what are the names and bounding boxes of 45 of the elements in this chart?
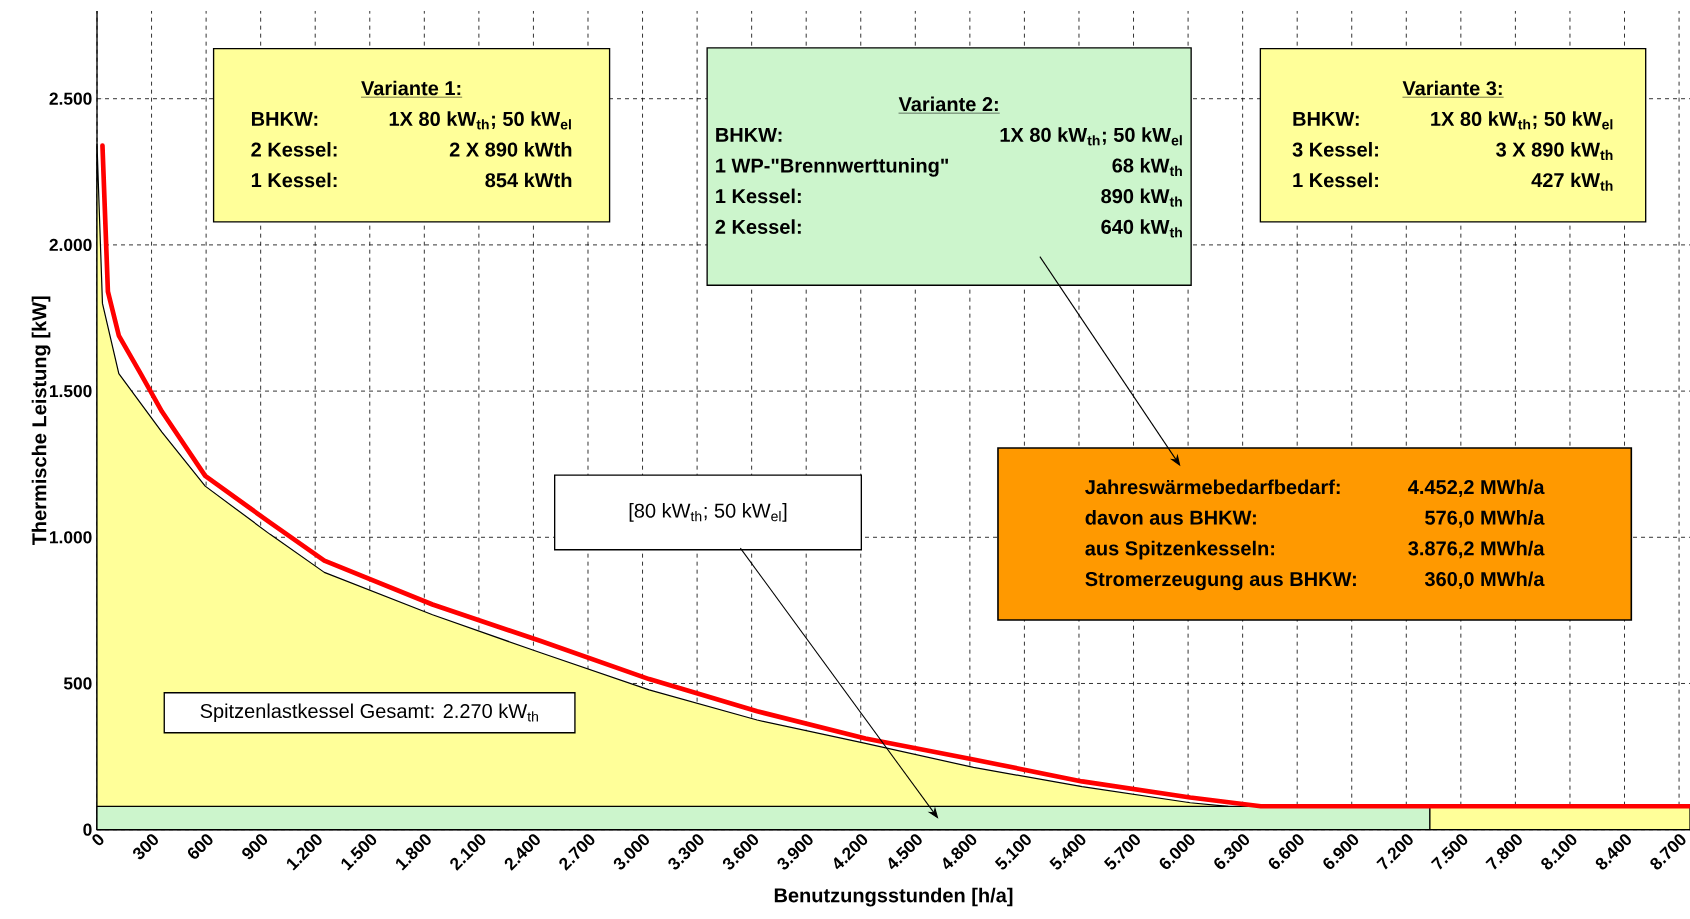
y-tick-label: 2.500 [49,92,92,105]
annotation: [80 kW$_{th}$; 50 kW$_{el}$] [629,503,787,522]
annotation: 1 Kessel: [251,172,337,188]
annotation: 640 kW$_{th}$ [1101,219,1182,238]
annotation: 1X 80 kW$_{th}$; 50 kW$_{el}$ [389,111,571,130]
y-tick-label: 2.000 [49,238,92,252]
annotation: Stromerzeugung aus BHKW: [1085,572,1356,591]
annotation: Variante 1: [361,80,461,96]
annotation: Variante 3: [1402,80,1502,96]
annotation: 1X 80 kW$_{th}$; 50 kW$_{el}$ [1431,111,1613,130]
annotation: BHKW: [1293,112,1359,126]
y-axis-title: Thermische Leistung [kW] [31,296,51,546]
y-tick-label: 1.500 [50,385,92,398]
annotation: Jahreswärmebedarfbedarf: [1085,479,1340,495]
annotation: aus Spitzenkesseln: [1085,540,1275,560]
annotation: BHKW: [251,112,318,126]
annotation: 854 kWth [485,172,572,188]
annotation: 427 kW$_{th}$ [1531,172,1613,191]
x-tick-label: 0 [92,834,104,846]
annotation: 1 Kessel: [716,188,801,204]
y-tick-label: 1.000 [50,531,92,544]
annotation: 3.876,2 MWh/a [1408,540,1545,559]
annotation: 1X 80 kW$_{th}$; 50 kW$_{el}$ [1000,127,1182,146]
annotation: BHKW: [716,128,782,142]
annotation: 1 WP-"Brennwerttuning" [716,158,949,177]
annotation: davon aus BHKW: [1085,510,1256,525]
annotation: 890 kW$_{th}$ [1101,188,1182,207]
annotation: 576,0 MWh/a [1425,510,1545,528]
annotation: 1 Kessel: [1293,172,1378,188]
annotation: Spitzenlastkessel Gesamt: 2.270 kW$_{th}$ [200,703,538,723]
annotation: 2 Kessel: [251,142,337,157]
x-tick-label: 300 [133,834,158,860]
annotation: 2 Kessel: [715,219,801,235]
annotation: 360,0 MWh/a [1424,571,1545,590]
annotation: 4.452,2 MWh/a [1408,479,1545,498]
annotation: 2 X 890 kWth [449,142,572,157]
y-tick-label: 500 [63,677,92,690]
annotation: 3 X 890 kW$_{th}$ [1496,142,1613,161]
x-tick-label: 900 [242,834,268,860]
x-axis-title: Benutzungsstunden [h/a] [774,887,1013,907]
annotation: 3 Kessel: [1292,142,1378,157]
x-tick-label: 600 [188,834,213,859]
y-tick-label: 0 [83,823,92,836]
annotation: Variante 2: [898,96,998,112]
annotation: 68 kW$_{th}$ [1112,158,1182,177]
